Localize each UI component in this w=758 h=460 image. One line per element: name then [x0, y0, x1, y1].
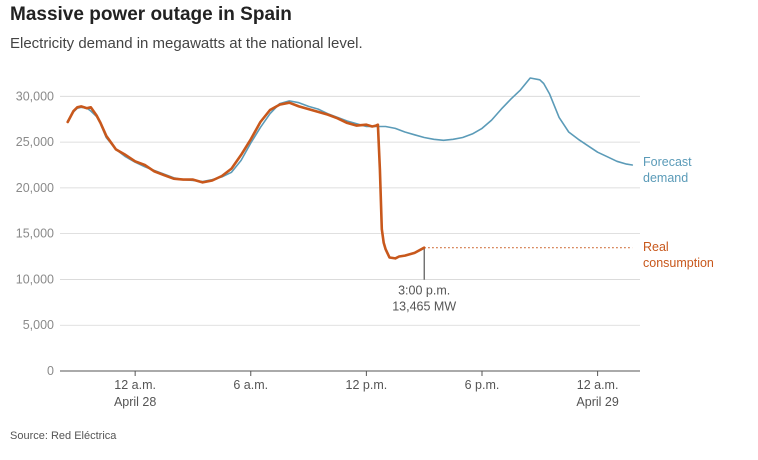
x-tick-label: 6 a.m. — [233, 378, 268, 392]
source-note: Source: Red Eléctrica — [10, 430, 117, 442]
series-line-real — [66, 101, 426, 260]
series-label-forecast: Forecast — [643, 155, 692, 169]
y-tick-label: 5,000 — [23, 318, 54, 332]
x-tick-label: 12 a.m. — [114, 378, 156, 392]
y-tick-label: 10,000 — [16, 272, 54, 286]
x-tick-label: 12 a.m. — [577, 378, 619, 392]
series-label-forecast: demand — [643, 171, 688, 185]
y-tick-label: 20,000 — [16, 181, 54, 195]
chart-subtitle: Electricity demand in megawatts at the n… — [10, 35, 363, 52]
chart-title: Massive power outage in Spain — [10, 4, 292, 25]
y-tick-label: 30,000 — [16, 89, 54, 103]
x-tick-sublabel: April 29 — [576, 395, 618, 409]
y-tick-label: 25,000 — [16, 135, 54, 149]
series-line-forecast — [66, 77, 634, 183]
series-label-real: Real — [643, 240, 669, 254]
x-tick-label: 12 p.m. — [346, 378, 388, 392]
x-tick-sublabel: April 28 — [114, 395, 156, 409]
annotation-label: 13,465 MW — [392, 300, 456, 314]
x-tick-label: 6 p.m. — [465, 378, 500, 392]
y-tick-label: 0 — [47, 364, 54, 378]
annotation-label: 3:00 p.m. — [398, 284, 450, 298]
series-label-real: consumption — [643, 256, 714, 270]
y-tick-label: 15,000 — [16, 227, 54, 241]
